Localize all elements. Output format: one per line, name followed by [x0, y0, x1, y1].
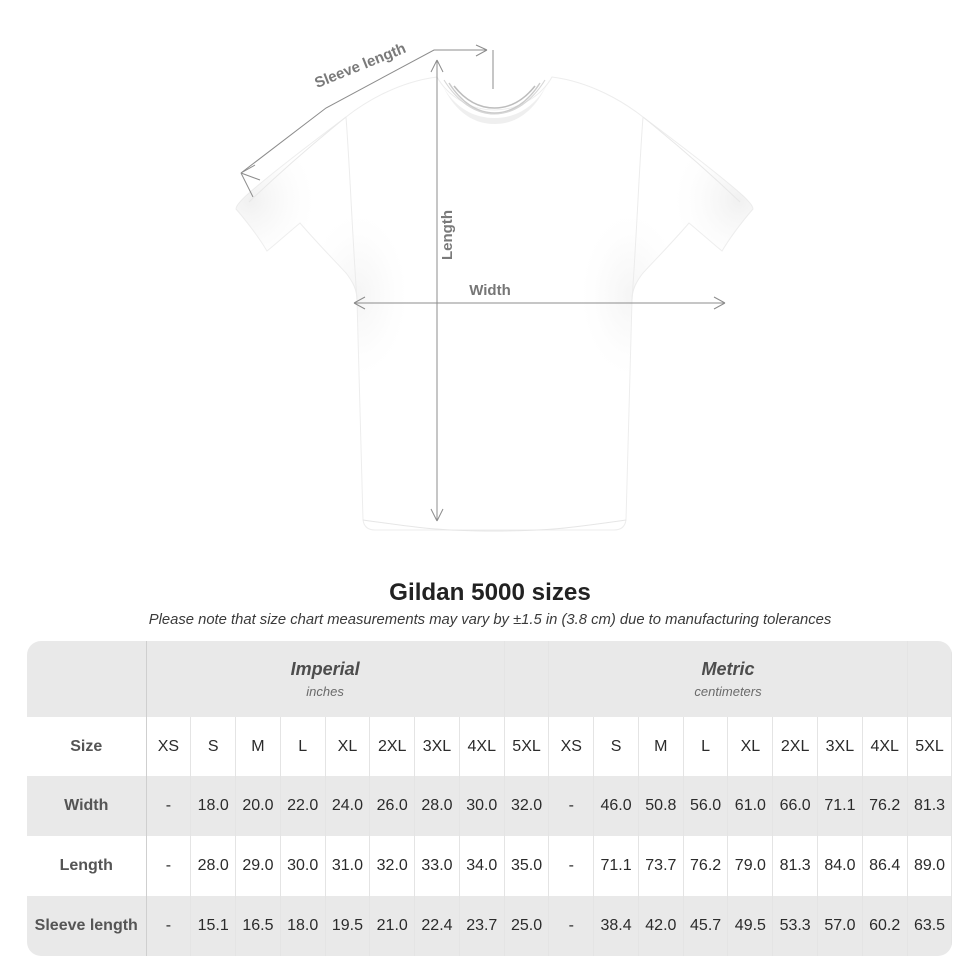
- svg-text:Sleeve length: Sleeve length: [312, 40, 408, 92]
- svg-text:Length: Length: [439, 210, 456, 260]
- svg-text:Width: Width: [469, 282, 511, 299]
